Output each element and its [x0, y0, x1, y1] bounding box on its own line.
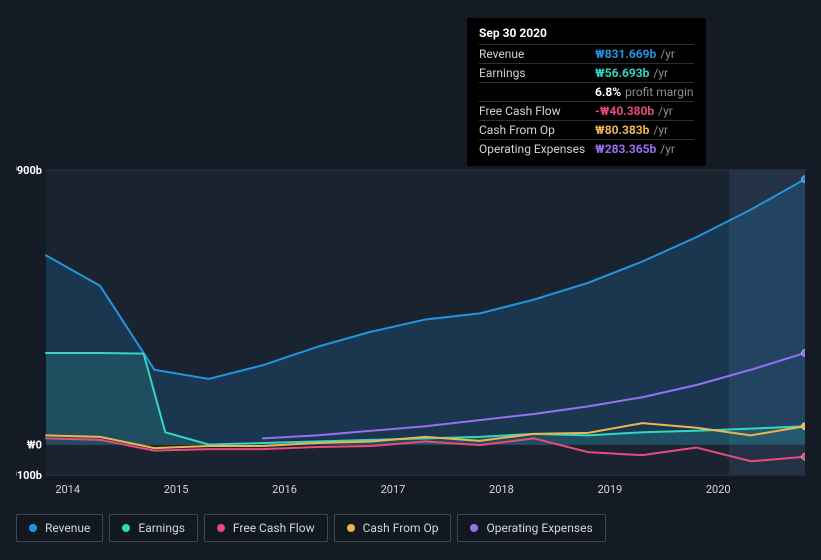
- svg-text:-₩100b: -₩100b: [16, 469, 42, 482]
- legend-label: Revenue: [45, 521, 90, 535]
- svg-text:2020: 2020: [706, 483, 731, 496]
- tooltip-row: Revenue₩831.669b/yr: [479, 44, 694, 63]
- tooltip-value: ₩80.383b: [595, 123, 649, 137]
- financial-chart[interactable]: ₩900b ₩0 -₩100b 2014 2015 2016 2017 2018 2019 202…: [16, 155, 805, 510]
- tooltip-value: -₩40.380b: [595, 104, 654, 118]
- svg-text:2018: 2018: [489, 483, 514, 496]
- legend-label: Operating Expenses: [486, 521, 592, 535]
- tooltip-value: ₩56.693b: [595, 66, 649, 80]
- svg-text:2019: 2019: [597, 483, 622, 496]
- chart-legend: Revenue Earnings Free Cash Flow Cash From O…: [16, 514, 606, 542]
- legend-dot-icon: [347, 524, 355, 532]
- legend-item-revenue[interactable]: Revenue: [16, 514, 103, 542]
- svg-text:2017: 2017: [381, 483, 406, 496]
- legend-item-cash-from-op[interactable]: Cash From Op: [334, 514, 452, 542]
- legend-item-free-cash-flow[interactable]: Free Cash Flow: [204, 514, 328, 542]
- tooltip-suffix: /yr: [653, 66, 668, 80]
- tooltip-suffix: /yr: [653, 123, 668, 137]
- legend-label: Free Cash Flow: [233, 521, 315, 535]
- legend-item-earnings[interactable]: Earnings: [109, 514, 198, 542]
- tooltip-label: Earnings: [479, 66, 595, 80]
- legend-dot-icon: [29, 524, 37, 532]
- chart-tooltip: Sep 30 2020 Revenue₩831.669b/yrEarnings₩…: [467, 18, 706, 166]
- tooltip-label: Cash From Op: [479, 123, 595, 137]
- tooltip-value: ₩283.365b: [595, 142, 656, 156]
- tooltip-suffix: profit margin: [625, 85, 693, 99]
- tooltip-label: [479, 85, 595, 99]
- tooltip-suffix: /yr: [660, 142, 675, 156]
- legend-item-operating-expenses[interactable]: Operating Expenses: [457, 514, 605, 542]
- tooltip-label: Revenue: [479, 47, 595, 61]
- legend-dot-icon: [217, 524, 225, 532]
- tooltip-label: Operating Expenses: [479, 142, 595, 156]
- tooltip-suffix: /yr: [660, 47, 675, 61]
- tooltip-suffix: /yr: [658, 104, 673, 118]
- chart-container: ₩900b ₩0 -₩100b 2014 2015 2016 2017 2018 2019 202…: [16, 155, 805, 510]
- legend-label: Cash From Op: [363, 521, 439, 535]
- tooltip-row: Earnings₩56.693b/yr: [479, 63, 694, 82]
- svg-text:2015: 2015: [164, 483, 189, 496]
- tooltip-row: Free Cash Flow-₩40.380b/yr: [479, 101, 694, 120]
- svg-text:2016: 2016: [272, 483, 297, 496]
- tooltip-value: ₩831.669b: [595, 47, 656, 61]
- legend-dot-icon: [122, 524, 130, 532]
- svg-text:2014: 2014: [55, 483, 80, 496]
- tooltip-label: Free Cash Flow: [479, 104, 595, 118]
- tooltip-row: Cash From Op₩80.383b/yr: [479, 120, 694, 139]
- legend-label: Earnings: [138, 521, 185, 535]
- svg-text:₩0: ₩0: [27, 439, 42, 452]
- tooltip-rows: Revenue₩831.669b/yrEarnings₩56.693b/yr6.…: [479, 44, 694, 158]
- legend-dot-icon: [470, 524, 478, 532]
- tooltip-date: Sep 30 2020: [479, 26, 694, 40]
- tooltip-value: 6.8%: [595, 85, 621, 99]
- tooltip-row: 6.8% profit margin: [479, 82, 694, 101]
- svg-text:₩900b: ₩900b: [16, 164, 42, 177]
